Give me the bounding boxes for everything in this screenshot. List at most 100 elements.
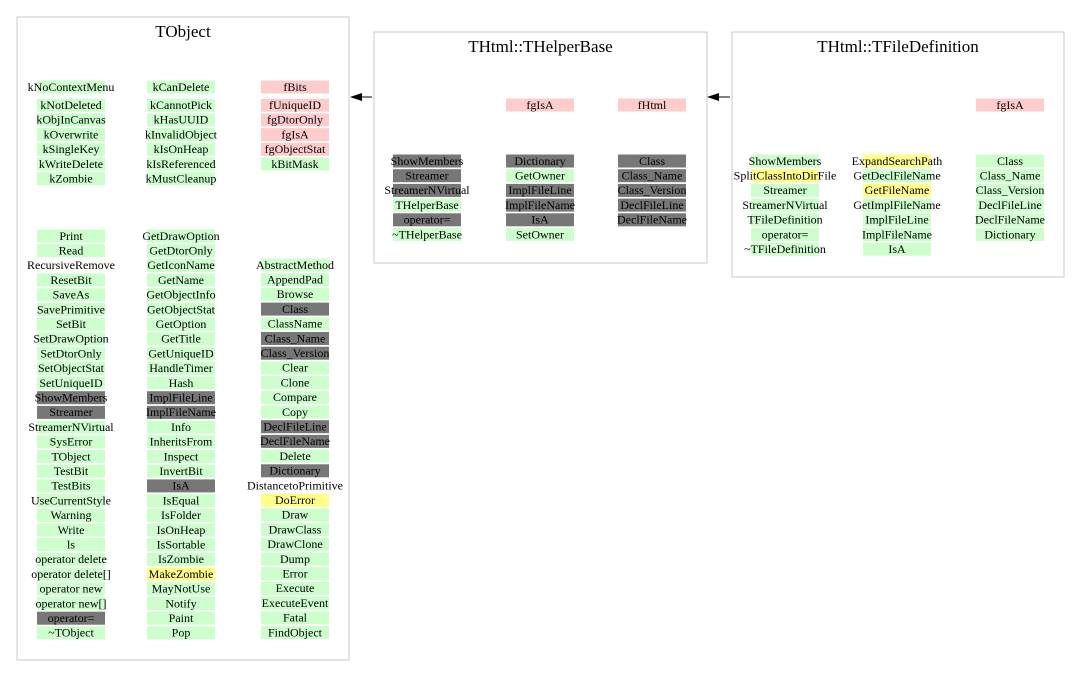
member-highlight bbox=[37, 597, 105, 610]
member-name: GetTitle bbox=[161, 332, 201, 346]
member-highlight bbox=[393, 213, 461, 227]
member-name: MakeZombie bbox=[149, 567, 214, 581]
member-name: Class_Name bbox=[980, 168, 1041, 182]
member-highlight bbox=[863, 213, 931, 227]
member-highlight bbox=[37, 464, 105, 478]
member-name: ~TObject bbox=[48, 626, 94, 640]
member-name: ImplFileName bbox=[862, 227, 932, 241]
member-highlight bbox=[37, 450, 105, 463]
member-name: HandleTimer bbox=[149, 361, 213, 375]
member-highlight bbox=[506, 213, 574, 227]
member-highlight bbox=[261, 287, 329, 301]
member-name: kObjInCanvas bbox=[36, 113, 106, 127]
member-highlight bbox=[393, 169, 461, 183]
member-highlight bbox=[393, 198, 461, 212]
member-name: DistancetoPrimitive bbox=[247, 478, 343, 492]
member-name: GetDeclFileName bbox=[853, 168, 940, 182]
member-name: InheritsFrom bbox=[150, 435, 213, 449]
member-name: ShowMembers bbox=[749, 154, 822, 168]
member-name: kHasUUID bbox=[154, 113, 209, 127]
member-name: RecursiveRemove bbox=[27, 258, 115, 272]
member-name: SetDrawOption bbox=[33, 332, 108, 346]
member-highlight bbox=[147, 332, 215, 346]
member-name: DrawClass bbox=[269, 522, 322, 536]
member-name: Class_Name bbox=[622, 168, 683, 182]
member-highlight bbox=[147, 508, 215, 522]
member-highlight bbox=[147, 273, 215, 287]
member-highlight bbox=[37, 626, 105, 640]
member-highlight bbox=[506, 228, 574, 241]
member-highlight bbox=[37, 244, 105, 258]
member-name: Write bbox=[58, 523, 85, 537]
member-name: Streamer bbox=[49, 405, 92, 419]
member-name: fgDtorOnly bbox=[267, 113, 323, 127]
member-name: ~TFileDefinition bbox=[744, 242, 826, 256]
member-name: operator= bbox=[404, 213, 451, 227]
member-highlight bbox=[147, 113, 215, 127]
member-highlight bbox=[506, 183, 574, 197]
member-name: kIsReferenced bbox=[146, 157, 215, 171]
member-name: DeclFileLine bbox=[620, 198, 683, 212]
member-name: Error bbox=[282, 566, 307, 580]
member-highlight bbox=[147, 494, 215, 508]
member-highlight bbox=[37, 552, 105, 566]
member-highlight bbox=[37, 229, 105, 243]
member-name: TFileDefinition bbox=[747, 213, 822, 227]
member-name: Browse bbox=[277, 287, 314, 301]
member-highlight bbox=[976, 198, 1044, 212]
member-highlight bbox=[147, 479, 215, 493]
member-name: operator delete[] bbox=[31, 567, 111, 581]
member-name: IsSortable bbox=[157, 537, 206, 551]
member-highlight bbox=[37, 405, 105, 419]
member-highlight bbox=[37, 391, 105, 405]
member-highlight bbox=[863, 183, 931, 197]
member-name: Streamer bbox=[763, 183, 806, 197]
member-highlight bbox=[751, 242, 819, 256]
member-highlight bbox=[261, 567, 329, 581]
member-name: ImplFileName bbox=[146, 405, 216, 419]
member-name: operator= bbox=[48, 611, 95, 625]
member-name: Compare bbox=[273, 390, 317, 404]
member-name: StreamerNVirtual bbox=[28, 420, 114, 434]
member-highlight bbox=[618, 154, 686, 168]
member-highlight bbox=[147, 258, 215, 272]
member-name: kSingleKey bbox=[43, 142, 100, 156]
member-name: GetOption bbox=[156, 317, 207, 331]
member-highlight bbox=[261, 361, 329, 375]
member-highlight bbox=[147, 611, 215, 625]
member-name: IsZombie bbox=[158, 552, 204, 566]
member-highlight bbox=[147, 450, 215, 463]
member-name: fBits bbox=[283, 80, 307, 94]
member-name: GetOwner bbox=[515, 168, 565, 182]
member-highlight bbox=[618, 169, 686, 183]
member-highlight bbox=[37, 317, 105, 331]
member-name: ImplFileLine bbox=[865, 213, 928, 227]
member-highlight bbox=[863, 198, 931, 212]
member-highlight bbox=[147, 142, 215, 156]
member-name: SetOwner bbox=[516, 227, 564, 241]
member-name: Class_Version bbox=[261, 346, 330, 360]
member-highlight bbox=[147, 376, 215, 390]
member-highlight bbox=[37, 157, 105, 171]
member-name: fHtml bbox=[638, 98, 667, 112]
member-name: SetDtorOnly bbox=[40, 346, 101, 360]
member-highlight bbox=[37, 494, 105, 508]
member-name: AppendPad bbox=[267, 272, 323, 286]
member-highlight bbox=[261, 332, 329, 345]
member-highlight bbox=[147, 288, 215, 302]
member-highlight bbox=[261, 493, 329, 507]
member-name: Class_Version bbox=[618, 183, 687, 197]
member-name: StreamerNVirtual bbox=[384, 183, 470, 197]
member-name: kNotDeleted bbox=[40, 98, 101, 112]
member-name: GetObjectInfo bbox=[146, 288, 215, 302]
member-highlight bbox=[147, 391, 215, 405]
member-name: IsFolder bbox=[161, 508, 201, 522]
member-highlight bbox=[37, 98, 105, 112]
member-name: fgIsA bbox=[281, 127, 309, 141]
member-name: DrawClone bbox=[267, 537, 322, 551]
member-highlight bbox=[863, 228, 931, 241]
member-name: Notify bbox=[165, 596, 196, 610]
member-name: DeclFileLine bbox=[263, 419, 326, 433]
member-name: ShowMembers bbox=[391, 154, 464, 168]
member-name: kNoContextMenu bbox=[28, 80, 115, 94]
